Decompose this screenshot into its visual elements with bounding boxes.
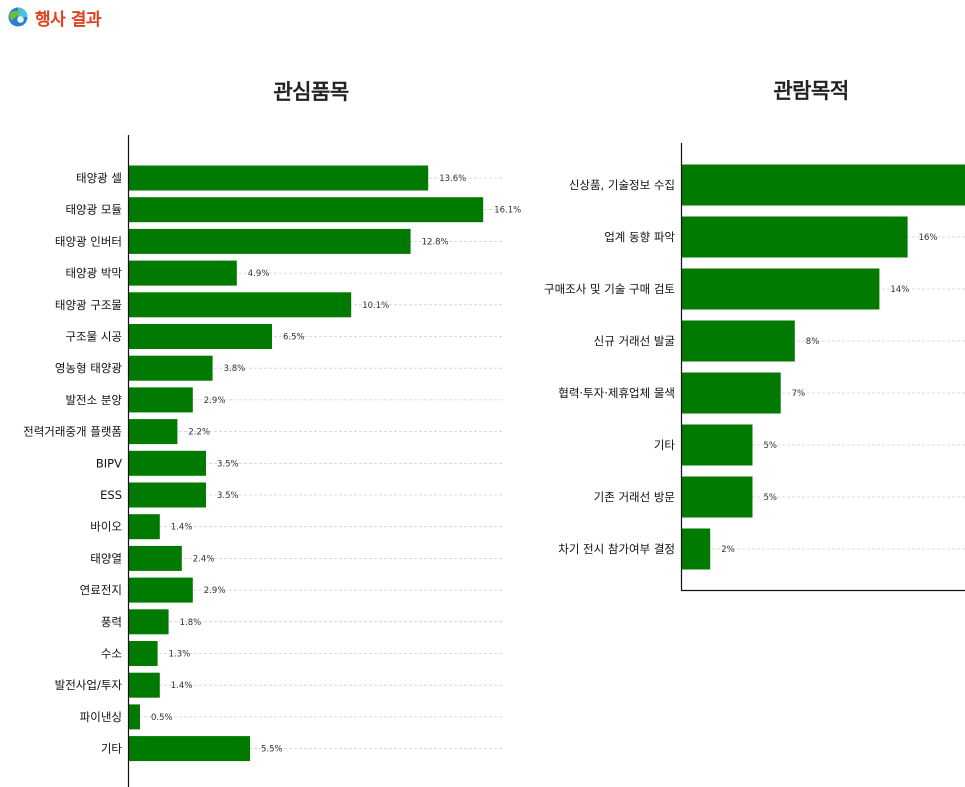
category-label: ESS <box>100 488 122 502</box>
bar <box>682 372 781 414</box>
category-label: 발전소 분양 <box>65 393 122 407</box>
value-label: 0.5% <box>151 713 173 723</box>
bar <box>129 355 213 381</box>
category-label: 태양광 모듈 <box>65 203 122 217</box>
category-label: 발전사업/투자 <box>55 678 123 692</box>
category-label: 구조물 시공 <box>65 330 122 344</box>
bar <box>129 672 160 698</box>
value-label: 2.9% <box>204 396 226 406</box>
bar <box>129 514 160 540</box>
category-label: 구매조사 및 기술 구매 검토 <box>544 282 675 296</box>
value-label: 2.2% <box>188 428 210 438</box>
bar <box>682 528 711 570</box>
value-label: 16.1% <box>494 206 521 216</box>
bar <box>682 268 880 310</box>
bar <box>129 641 158 666</box>
category-label: 태양광 인버터 <box>55 234 122 248</box>
bar <box>129 165 429 191</box>
page-title: 행사 결과 <box>35 9 101 30</box>
value-label: 2.4% <box>193 554 215 564</box>
bar <box>129 419 178 445</box>
value-label: 6.5% <box>283 333 305 343</box>
category-label: 태양광 구조물 <box>55 298 122 312</box>
chart-title: 관람목적 <box>773 79 848 103</box>
category-label: 신상품, 기술정보 수집 <box>569 178 675 192</box>
value-label: 2.9% <box>204 586 226 596</box>
category-label: 업계 동향 파악 <box>604 230 675 244</box>
bar <box>129 704 140 730</box>
bar <box>129 260 237 286</box>
bar <box>129 545 182 571</box>
category-label: 태양광 박막 <box>65 266 122 280</box>
bar <box>682 476 753 518</box>
bar <box>129 736 250 762</box>
category-label: 풍력 <box>101 615 122 629</box>
category-label: 기존 거래선 방문 <box>594 490 675 504</box>
value-label: 10.1% <box>362 301 389 311</box>
bar <box>682 164 965 206</box>
value-label: 14% <box>890 285 909 295</box>
value-label: 16% <box>919 233 938 243</box>
bar <box>682 424 753 466</box>
bar <box>129 482 206 508</box>
value-label: 1.3% <box>169 650 191 660</box>
value-label: 5.5% <box>261 745 283 755</box>
category-label: 수소 <box>101 647 122 661</box>
bar <box>682 320 795 362</box>
bar <box>129 292 352 318</box>
value-label: 1.4% <box>171 523 193 533</box>
category-label: BIPV <box>96 456 122 470</box>
value-label: 1.4% <box>171 681 193 691</box>
value-label: 3.5% <box>217 459 239 469</box>
value-label: 1.8% <box>180 618 202 628</box>
category-label: 전력거래중개 플랫폼 <box>23 425 122 439</box>
bar <box>129 387 193 413</box>
category-label: 기타 <box>101 742 123 756</box>
value-label: 13.6% <box>439 174 466 184</box>
value-label: 3.5% <box>217 491 239 501</box>
bar <box>129 197 484 223</box>
category-label: 연료전지 <box>80 583 122 597</box>
value-label: 5% <box>764 441 778 451</box>
value-label: 2% <box>721 545 735 555</box>
category-label: 태양열 <box>90 551 122 565</box>
category-label: 파이낸싱 <box>80 710 122 724</box>
bar <box>129 450 206 476</box>
value-label: 8% <box>806 337 820 347</box>
value-label: 12.8% <box>422 237 449 247</box>
bar <box>129 324 272 349</box>
bar <box>129 577 193 603</box>
chart-title: 관심품목 <box>273 80 348 104</box>
bar <box>129 609 169 635</box>
bar <box>129 228 411 254</box>
value-label: 7% <box>792 389 806 399</box>
page-header: 행사 결과 <box>8 6 101 30</box>
category-label: 기타 <box>654 438 676 452</box>
category-label: 영농형 태양광 <box>55 361 123 375</box>
category-label: 차기 전시 참가여부 결정 <box>558 542 675 556</box>
category-label: 협력·투자·제휴업체 물색 <box>558 386 675 400</box>
category-label: 신규 거래선 발굴 <box>594 334 675 348</box>
value-label: 4.9% <box>248 269 270 279</box>
value-label: 3.8% <box>224 364 246 374</box>
bar <box>682 216 908 258</box>
value-label: 5% <box>764 493 778 503</box>
category-label: 태양광 셀 <box>76 171 122 185</box>
category-label: 바이오 <box>90 520 122 534</box>
globe-logo-icon <box>8 7 28 27</box>
